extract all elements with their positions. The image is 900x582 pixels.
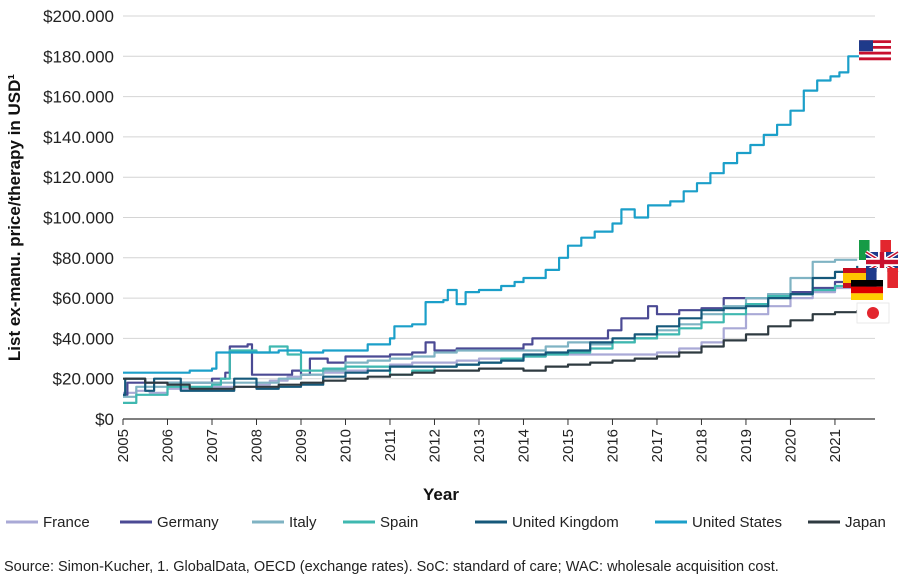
x-tick-label: 2012 [426,429,443,462]
x-tick-label: 2014 [515,429,532,462]
series-line-united-kingdom [123,265,859,396]
y-tick-label: $60.000 [53,289,114,308]
legend-label: Italy [289,514,317,531]
y-axis-ticks: $0 $20.000 $40.000 $60.000 $80.000 $100.000 $1… [43,7,114,429]
x-axis-title: Year [423,485,459,504]
x-tick-label: 2016 [604,429,621,462]
country-flags [843,40,900,324]
y-tick-label: $160.000 [43,88,114,107]
y-tick-label: $20.000 [53,370,114,389]
series-lines [123,52,863,404]
y-tick-label: $180.000 [43,47,114,66]
x-tick-label: 2010 [337,429,354,462]
gridlines [123,15,875,380]
x-tick-label: 2009 [293,429,310,462]
legend: France Germany Italy Spain United Kingdom Uni… [6,514,886,531]
x-tick-label: 2007 [204,429,221,462]
x-tick-label: 2006 [159,429,176,462]
source-note: Source: Simon-Kucher, 1. GlobalData, OEC… [4,559,779,575]
x-tick-label: 2011 [382,429,399,461]
italy-flag [859,240,891,260]
japan-flag [856,302,890,324]
x-tick-label: 2018 [693,429,710,462]
x-tick-label: 2020 [782,429,799,462]
x-tick-label: 2019 [738,429,755,462]
us-flag [859,40,891,61]
france-flag [866,268,898,288]
y-tick-label: $80.000 [53,249,114,268]
series-line-united-states [123,52,863,374]
y-axis-title: List ex-manu. price/therapy in USD¹ [5,74,24,362]
y-tick-label: $120.000 [43,168,114,187]
x-tick-label: 2008 [248,429,265,462]
y-tick-label: $200.000 [43,7,114,26]
series-line-japan [123,310,859,390]
legend-label: Japan [845,514,886,531]
legend-label: Germany [157,514,219,531]
legend-label: United Kingdom [512,514,619,531]
x-tick-label: 2005 [115,429,132,462]
x-axis-ticks: 2005 2006 2007 2008 2009 2010 2011 2012 2013 2014… [115,419,844,462]
legend-label: United States [692,514,782,531]
legend-label: France [43,514,90,531]
x-tick-label: 2021 [827,429,844,462]
y-tick-label: $40.000 [53,329,114,348]
x-tick-label: 2013 [471,429,488,462]
germany-flag [851,280,883,300]
x-tick-label: 2017 [649,429,666,462]
y-tick-label: $140.000 [43,128,114,147]
x-tick-label: 2015 [560,429,577,462]
y-tick-label: $0 [95,410,114,429]
legend-label: Spain [380,514,418,531]
y-tick-label: $100.000 [43,209,114,228]
